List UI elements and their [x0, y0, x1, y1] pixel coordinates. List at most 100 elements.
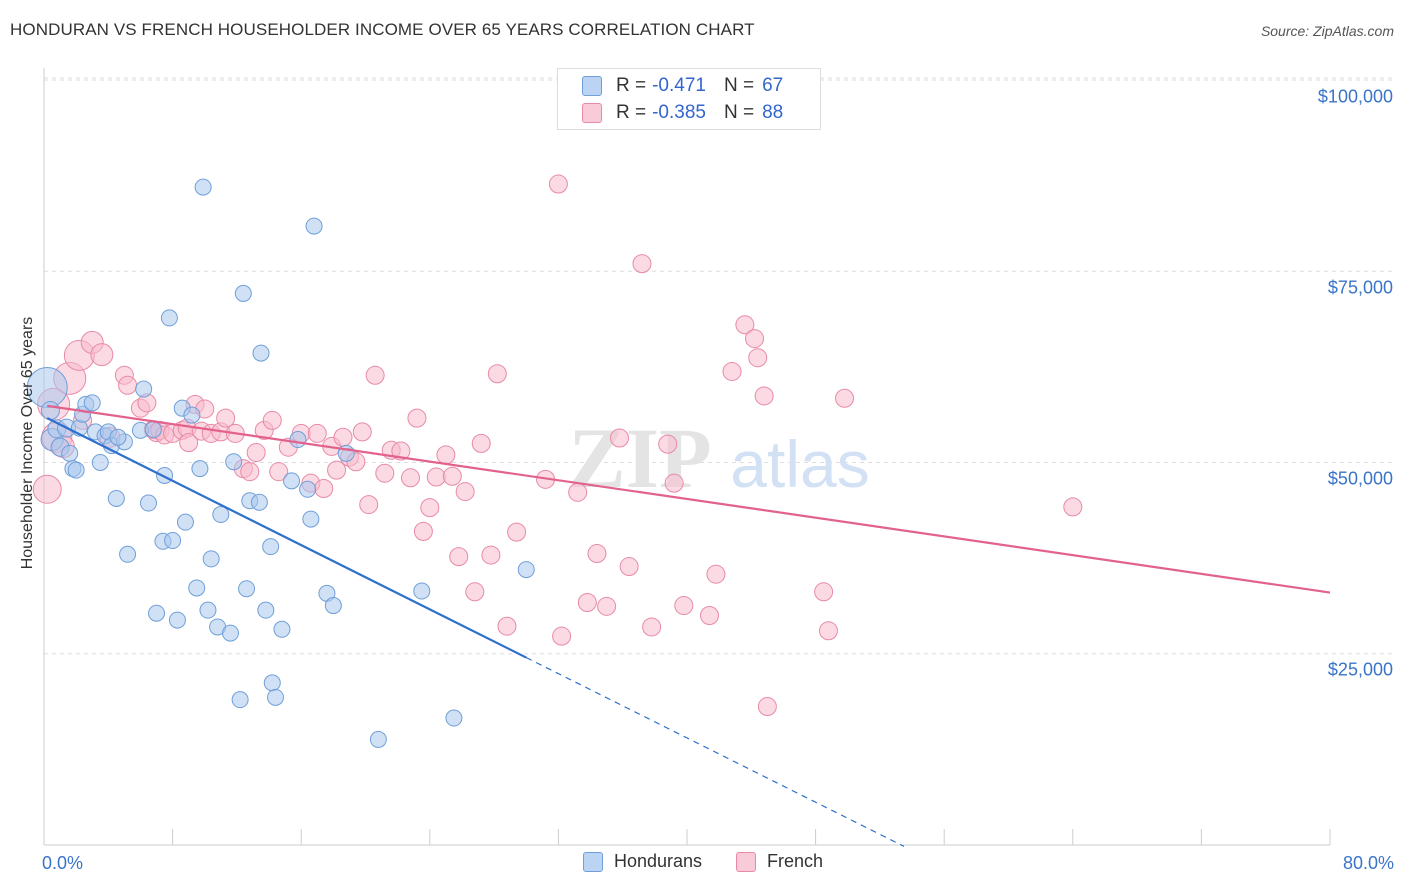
honduran-point — [299, 480, 317, 498]
honduran-point — [148, 604, 166, 622]
french-point — [32, 474, 62, 504]
honduran-point — [302, 510, 320, 528]
honduran-trend-line — [46, 417, 527, 659]
french-point — [748, 348, 768, 368]
french-point — [587, 544, 607, 564]
french-point — [658, 434, 678, 454]
honduran-point — [67, 461, 85, 479]
honduran-point — [139, 494, 157, 512]
french-point — [179, 433, 199, 453]
french-point — [568, 482, 588, 502]
honduran-point — [324, 597, 342, 615]
french-point — [401, 468, 421, 488]
honduran-point — [517, 561, 535, 579]
french-point — [465, 582, 485, 602]
french-point — [391, 441, 411, 461]
french-point — [327, 460, 347, 480]
french-point — [664, 473, 684, 493]
french-point — [552, 626, 572, 646]
legend-label-hondurans: Hondurans — [613, 851, 703, 871]
honduran-point — [266, 688, 284, 706]
french-point — [745, 329, 765, 349]
french-point — [722, 361, 742, 381]
french-point — [548, 174, 568, 194]
french-point — [442, 466, 462, 486]
french-point — [246, 443, 266, 463]
honduran-point — [221, 624, 239, 642]
r-label: R = — [616, 75, 647, 96]
honduran-point — [202, 550, 220, 568]
honduran-point — [109, 428, 127, 446]
french-point — [420, 498, 440, 518]
source-note: Source: ZipAtlas.com — [1260, 23, 1394, 39]
french-point — [333, 427, 353, 447]
honduran-point — [234, 284, 252, 302]
honduran-point — [250, 493, 268, 511]
french-point — [407, 408, 427, 428]
honduran-point — [238, 580, 256, 598]
french-point — [706, 564, 726, 584]
honduran-point — [252, 344, 270, 362]
french-point — [597, 596, 617, 616]
honduran-point — [156, 467, 174, 485]
legend-label-french: French — [767, 851, 824, 871]
honduran-point — [160, 309, 178, 327]
honduran-point — [91, 454, 109, 471]
honduran-point — [263, 674, 281, 692]
honduran-point — [83, 394, 101, 412]
honduran-point — [164, 532, 182, 550]
y-tick-label: $25,000 — [1327, 659, 1393, 680]
french-point — [359, 495, 379, 515]
honduran-point — [369, 730, 387, 748]
y-tick-label: $75,000 — [1327, 277, 1393, 298]
french-point — [700, 606, 720, 625]
honduran-point — [289, 431, 307, 449]
honduran-point — [183, 406, 201, 424]
french-point — [835, 388, 855, 408]
n-value-hondurans: 67 — [762, 75, 784, 96]
n-label: N = — [723, 75, 755, 96]
correlation-legend: R = -0.471 N = 67 R = -0.385 N = 88 — [557, 68, 821, 130]
honduran-point — [305, 217, 323, 235]
french-point — [814, 582, 834, 602]
honduran-point — [257, 601, 275, 619]
french-point — [487, 364, 507, 384]
french-point — [577, 592, 597, 612]
french-point — [240, 462, 260, 482]
honduran-point — [188, 579, 206, 597]
french-point — [216, 408, 236, 428]
honduran-point — [445, 709, 463, 727]
r-value-hondurans: -0.471 — [652, 75, 706, 96]
honduran-point — [176, 513, 194, 531]
french-point — [619, 557, 639, 577]
legend-item-hondurans: Hondurans — [582, 851, 703, 872]
french-point — [375, 463, 395, 483]
honduran-point — [194, 178, 212, 196]
honduran-point — [135, 380, 153, 398]
french-point — [314, 479, 334, 499]
french-point — [642, 617, 662, 637]
hondurans-swatch — [582, 851, 603, 872]
legend-row-hondurans: R = -0.471 N = 67 — [582, 74, 783, 98]
french-point — [471, 433, 491, 453]
french-point — [481, 545, 501, 565]
french-point — [262, 410, 282, 430]
honduran-point — [144, 421, 162, 439]
french-point — [413, 521, 433, 541]
honduran-point — [199, 601, 217, 619]
french-point — [735, 315, 755, 335]
legend-item-french: French — [736, 851, 823, 872]
french-point — [609, 428, 629, 448]
watermark-zip: ZIP — [568, 410, 711, 506]
french-point — [365, 365, 385, 385]
honduran-point — [262, 538, 280, 556]
honduran-point — [191, 460, 209, 478]
french-point — [507, 522, 527, 542]
french-trend-line — [47, 404, 1331, 594]
honduran-point — [119, 545, 137, 563]
honduran-point — [283, 472, 301, 490]
watermark-atlas: atlas — [730, 427, 869, 501]
y-axis-label: Householder Income Over 65 years — [19, 316, 36, 570]
french-point — [674, 596, 694, 616]
